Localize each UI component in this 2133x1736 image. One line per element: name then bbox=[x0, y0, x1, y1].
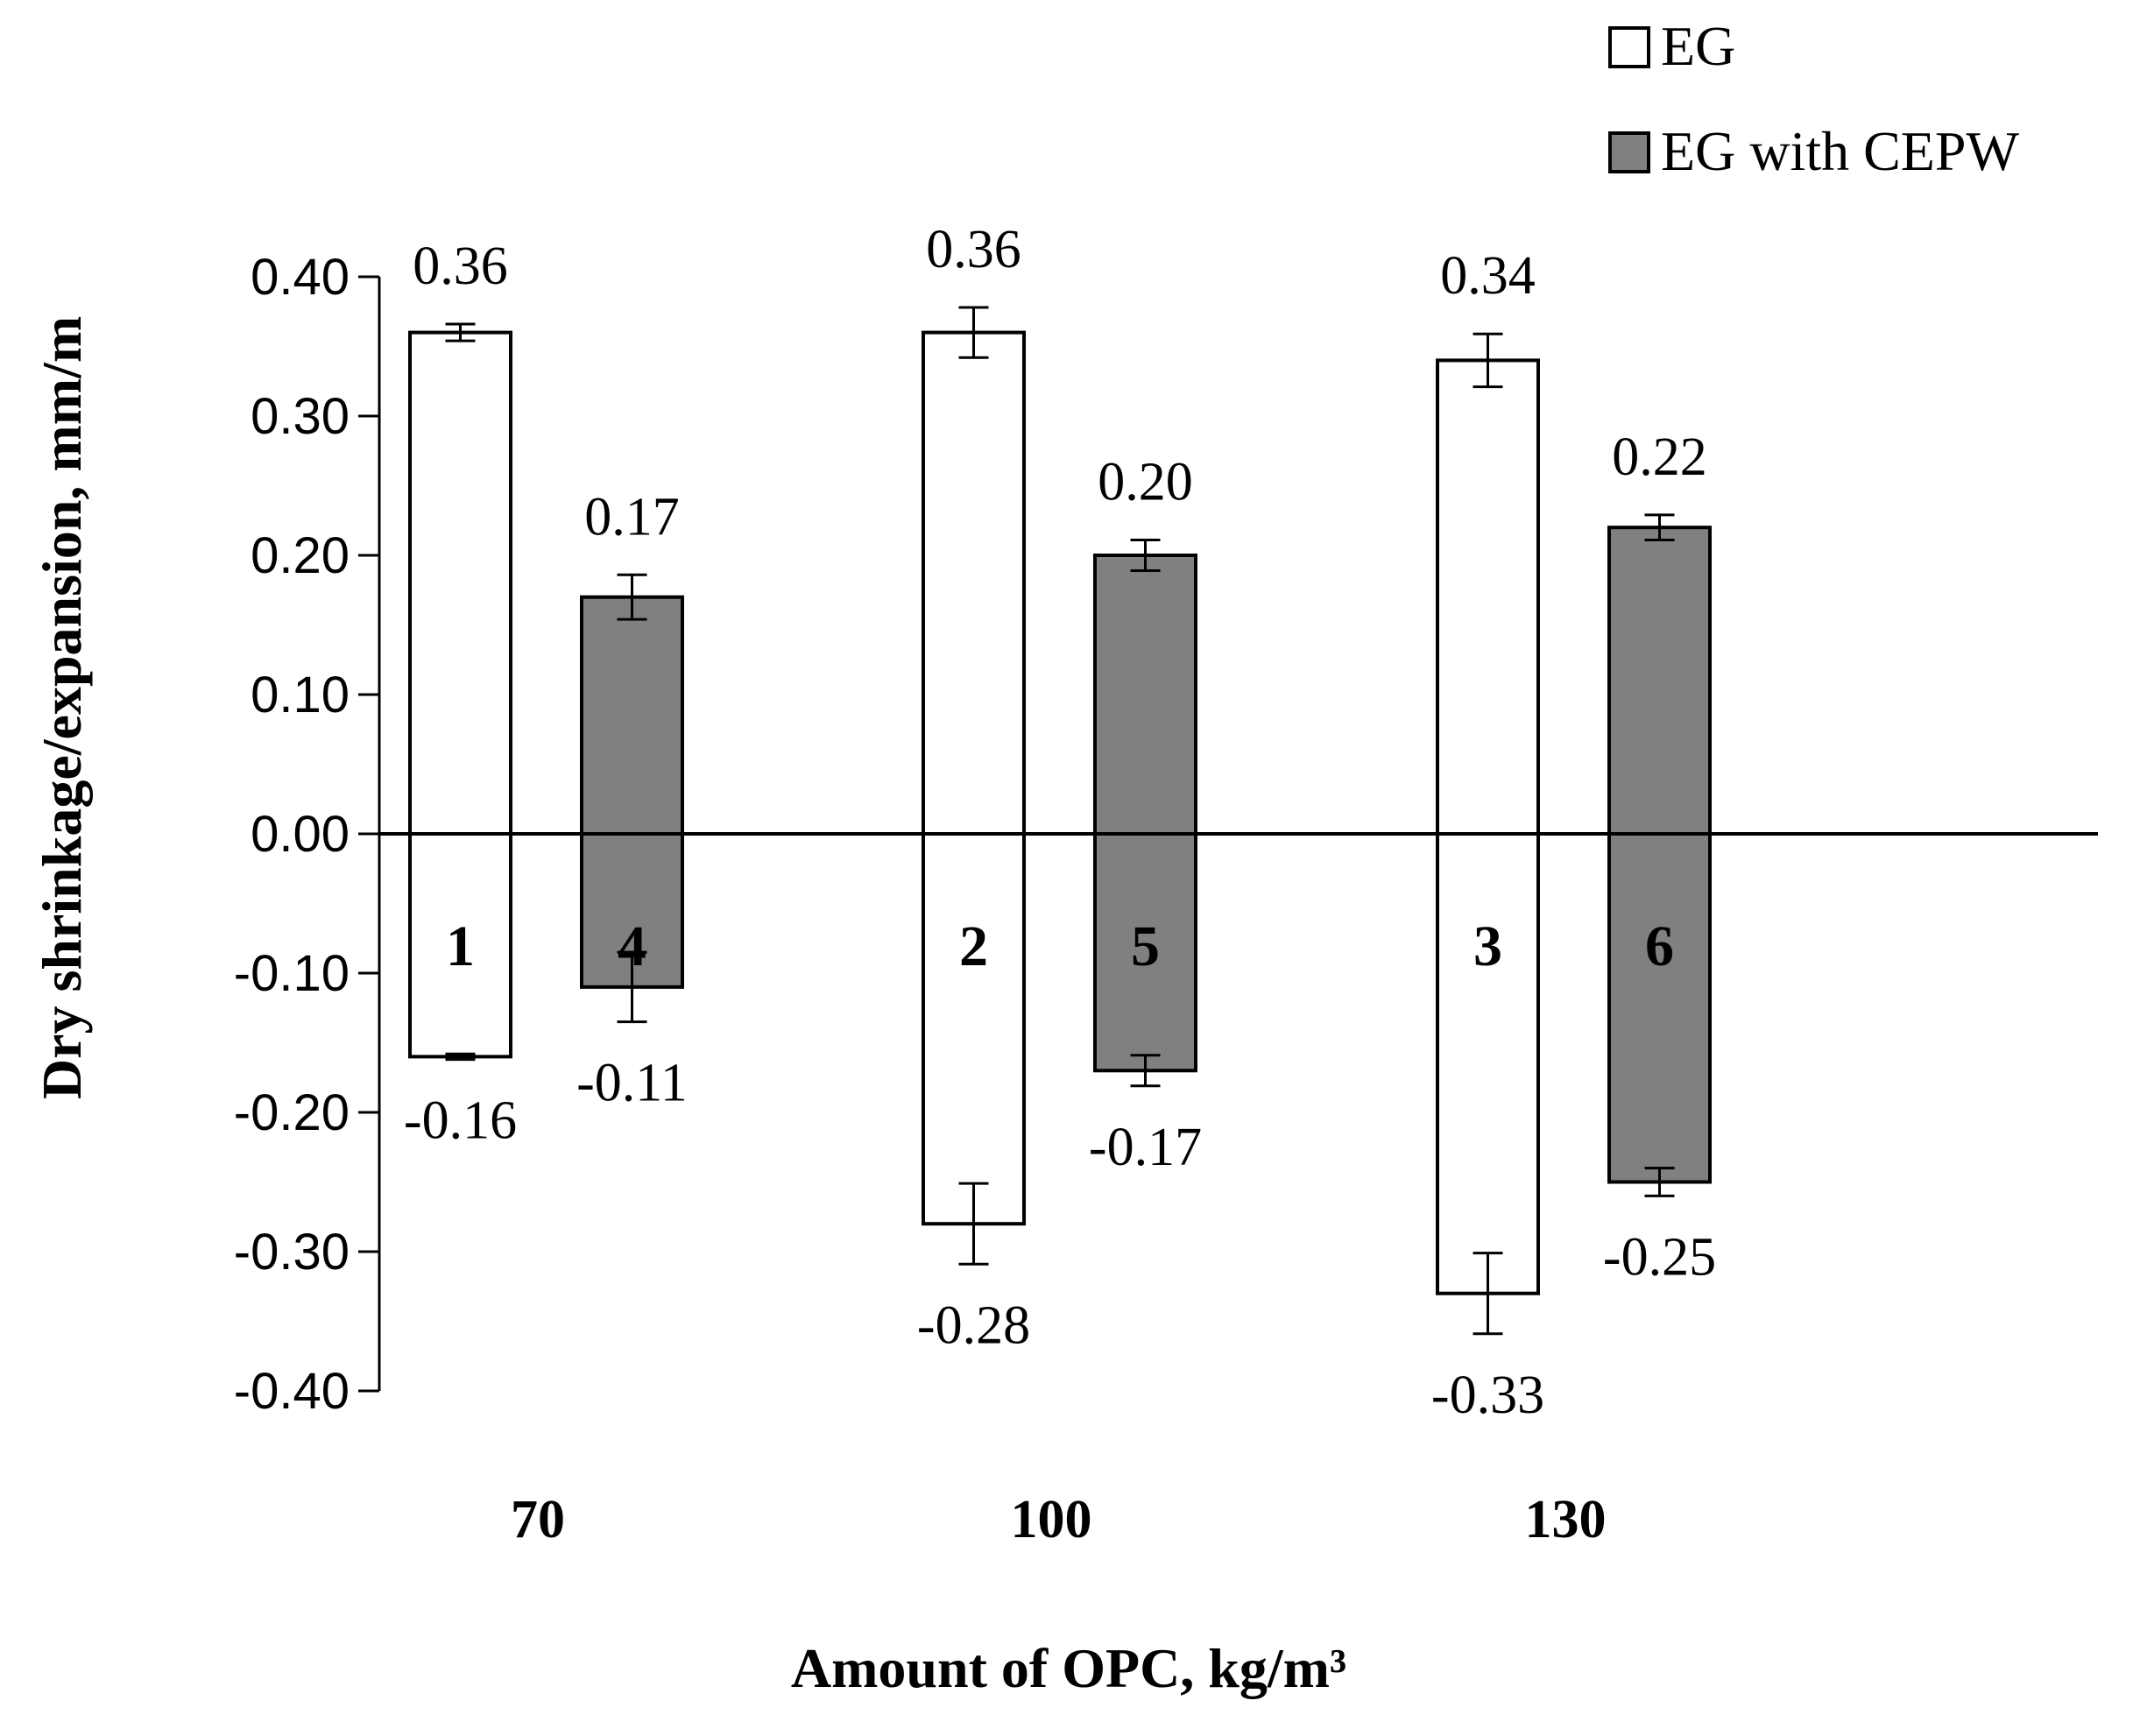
data-label-expansion: 0.17 bbox=[584, 487, 680, 547]
x-axis-title: Amount of OPC, kg/m³ bbox=[791, 1637, 1346, 1699]
y-tick-label: -0.30 bbox=[234, 1224, 350, 1281]
data-label-shrinkage: -0.17 bbox=[1089, 1118, 1202, 1177]
legend-swatch bbox=[1608, 131, 1650, 173]
y-tick-label: 0.40 bbox=[251, 249, 350, 306]
bar-expansion-1-1 bbox=[408, 330, 512, 836]
bar-number: 1 bbox=[446, 914, 475, 978]
bar-expansion-2-3 bbox=[1607, 526, 1712, 836]
data-label-expansion: 0.34 bbox=[1440, 246, 1536, 306]
y-axis: 0.40 0.30 0.20 0.10 0.00 -0.10 -0.20 -0.30 -0.40 bbox=[234, 249, 381, 1420]
data-label-expansion: 0.20 bbox=[1098, 453, 1193, 512]
legend-item-2: EG with CEPW bbox=[1608, 120, 2019, 182]
data-labels: 0.36 -0.16 1 0.36 -0.28 2 0.34 -0.33 3 0.17 -0.11 4… bbox=[404, 220, 1716, 1425]
x-category-label: 100 bbox=[1011, 1490, 1092, 1549]
legend-label: EG bbox=[1661, 15, 1735, 77]
bar-expansion-1-3 bbox=[1436, 358, 1540, 836]
bar-shrinkage-1-3 bbox=[1436, 832, 1540, 1295]
x-category-label: 130 bbox=[1525, 1490, 1607, 1549]
bar-number: 4 bbox=[618, 914, 646, 978]
x-axis-category-labels: 70 100 130 bbox=[511, 1490, 1607, 1549]
y-tick-label: 0.00 bbox=[251, 806, 350, 863]
bar-number: 3 bbox=[1473, 914, 1502, 978]
data-label-shrinkage: -0.25 bbox=[1603, 1227, 1716, 1287]
legend-swatch bbox=[1608, 26, 1650, 68]
data-label-expansion: 0.22 bbox=[1612, 427, 1707, 487]
y-tick-label: 0.20 bbox=[251, 527, 350, 584]
y-tick-label: -0.20 bbox=[234, 1084, 350, 1141]
bar-expansion-1-2 bbox=[922, 330, 1026, 836]
bar-number: 6 bbox=[1645, 914, 1674, 978]
error-bars bbox=[445, 306, 1675, 1336]
legend: EG EG with CEPW bbox=[1608, 15, 2019, 182]
data-label-shrinkage: -0.16 bbox=[404, 1091, 517, 1151]
bar-expansion-2-2 bbox=[1093, 554, 1197, 836]
bar-number: 5 bbox=[1131, 914, 1160, 978]
y-axis-title: Dry shrinkage/expansion, mm/m bbox=[31, 316, 93, 1099]
bar-expansion-2-1 bbox=[580, 595, 684, 836]
x-category-label: 70 bbox=[511, 1490, 565, 1549]
data-label-shrinkage: -0.33 bbox=[1431, 1366, 1544, 1425]
legend-item-1: EG bbox=[1608, 15, 1735, 77]
y-tick-label: 0.10 bbox=[251, 667, 350, 723]
y-tick-label: -0.10 bbox=[234, 945, 350, 1002]
y-tick-label: -0.40 bbox=[234, 1363, 350, 1420]
y-tick-label: 0.30 bbox=[251, 388, 350, 445]
data-label-expansion: 0.36 bbox=[926, 220, 1021, 279]
bar-number: 2 bbox=[959, 914, 988, 978]
data-label-expansion: 0.36 bbox=[413, 236, 508, 296]
legend-label: EG with CEPW bbox=[1661, 120, 2019, 182]
bar-shrinkage-1-2 bbox=[922, 832, 1026, 1226]
bars bbox=[408, 330, 1712, 1295]
data-label-shrinkage: -0.11 bbox=[576, 1054, 688, 1113]
data-label-shrinkage: -0.28 bbox=[917, 1295, 1030, 1355]
bar-shrinkage-2-3 bbox=[1607, 832, 1712, 1184]
